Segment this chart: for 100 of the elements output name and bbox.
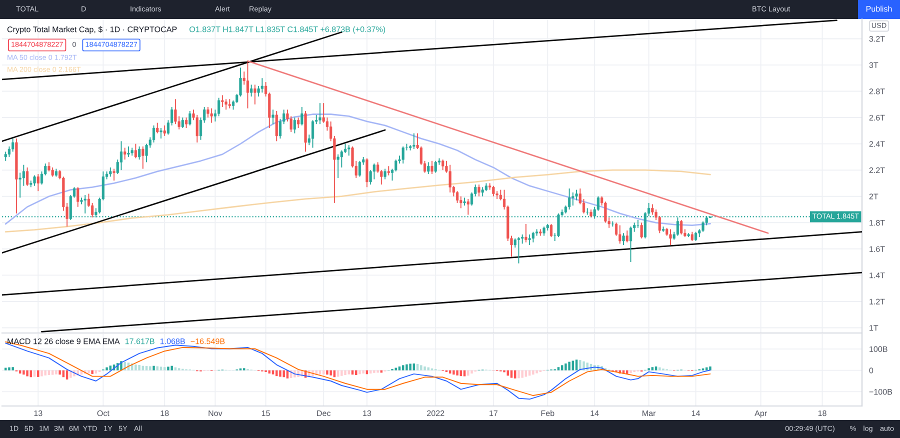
bar <box>406 364 408 370</box>
y-tick-label: 2T <box>869 194 878 200</box>
bar <box>470 370 473 374</box>
candlestick <box>680 220 683 235</box>
series-label: 1.068B <box>160 338 185 344</box>
bar <box>109 366 112 370</box>
y-tick-label: 2.8T <box>869 88 885 94</box>
candlestick <box>336 154 340 178</box>
bar <box>44 370 46 376</box>
candlestick <box>690 231 694 242</box>
bar <box>91 370 94 374</box>
y-tick-label: 2.6T <box>869 114 885 121</box>
bar <box>106 367 108 370</box>
candlestick <box>272 109 274 125</box>
candlestick <box>568 188 571 210</box>
candlestick <box>124 147 126 160</box>
y-tick-label: 2.2T <box>869 167 885 174</box>
bar <box>152 366 155 370</box>
bar <box>409 364 412 370</box>
bar <box>564 363 567 370</box>
candlestick <box>528 234 531 246</box>
candlestick <box>478 184 480 197</box>
candlestick <box>91 202 94 218</box>
x-tick-label: 15 <box>262 410 270 416</box>
candlestick <box>694 231 698 242</box>
text: Publish <box>866 6 892 12</box>
bar <box>416 364 419 370</box>
candlestick <box>492 185 495 197</box>
bar <box>362 370 364 374</box>
candlestick <box>618 224 622 244</box>
candlestick <box>138 146 141 160</box>
candlestick <box>376 162 380 174</box>
y-tick-label: 1.6T <box>870 246 885 252</box>
bar <box>376 370 379 373</box>
x-tick-label: 14 <box>590 410 599 416</box>
candlestick <box>181 117 184 129</box>
bar <box>55 370 58 374</box>
candlestick <box>434 160 437 174</box>
candlestick <box>456 190 459 204</box>
bar <box>163 367 166 370</box>
chart-title: MACD 12 26 close 9 EMA EMA <box>8 338 120 344</box>
candlestick <box>156 122 159 134</box>
candlestick <box>517 236 520 264</box>
bar <box>22 370 25 375</box>
bar <box>560 365 564 370</box>
candlestick <box>366 158 368 188</box>
candlestick <box>250 84 253 97</box>
candlestick <box>210 108 213 124</box>
x-tick-label: Apr <box>754 410 767 418</box>
bar <box>282 370 285 378</box>
candlestick <box>228 98 231 109</box>
candlestick <box>427 162 430 175</box>
bar <box>456 370 458 376</box>
bar <box>134 364 137 370</box>
candlestick <box>402 146 404 164</box>
y-tick-label: 3T <box>869 62 878 68</box>
candlestick <box>218 97 220 117</box>
candlestick <box>442 159 444 171</box>
candlestick <box>12 138 14 152</box>
bar <box>651 367 654 370</box>
candlestick <box>412 132 416 150</box>
candlestick <box>348 144 350 156</box>
bar <box>518 370 520 378</box>
candlestick <box>358 160 362 178</box>
annotation: O1.837T H1.847T L1.835T C1.845T +6.873B (+0.37%) <box>190 26 386 34</box>
y-tick-label: 1.2T <box>870 298 885 304</box>
y-tick-label: −100B <box>869 388 892 395</box>
bar <box>557 367 560 370</box>
candlestick <box>188 110 192 126</box>
line-series <box>4 169 711 233</box>
series-label: −16.549B <box>190 338 225 344</box>
candlestick <box>300 106 304 126</box>
bar <box>12 367 14 370</box>
candlestick <box>669 228 672 246</box>
bar <box>654 366 658 370</box>
y-tick-label: 0 <box>869 368 874 374</box>
candlestick <box>542 226 546 236</box>
bar <box>88 370 90 374</box>
x-tick-label: 18 <box>818 410 826 416</box>
candlestick <box>626 230 628 243</box>
candlestick <box>448 164 452 193</box>
candlestick <box>466 198 470 216</box>
candlestick <box>134 143 137 159</box>
bar <box>394 368 397 370</box>
candlestick <box>76 186 80 208</box>
candlestick <box>275 110 278 142</box>
bar <box>160 366 162 370</box>
x-tick-label: 2022 <box>427 410 444 416</box>
bar <box>521 370 524 378</box>
candlestick <box>344 143 347 154</box>
y-tick-label: 2.4T <box>869 141 885 147</box>
bar <box>142 366 144 370</box>
bar <box>402 365 404 370</box>
candlestick <box>532 231 534 243</box>
x-tick-label: Dec <box>317 410 331 416</box>
bar <box>510 370 513 378</box>
bar <box>340 370 343 376</box>
text: 17.617B <box>125 338 154 344</box>
x-tick-label: Oct <box>97 410 110 416</box>
x-tick-label: Feb <box>541 410 554 416</box>
